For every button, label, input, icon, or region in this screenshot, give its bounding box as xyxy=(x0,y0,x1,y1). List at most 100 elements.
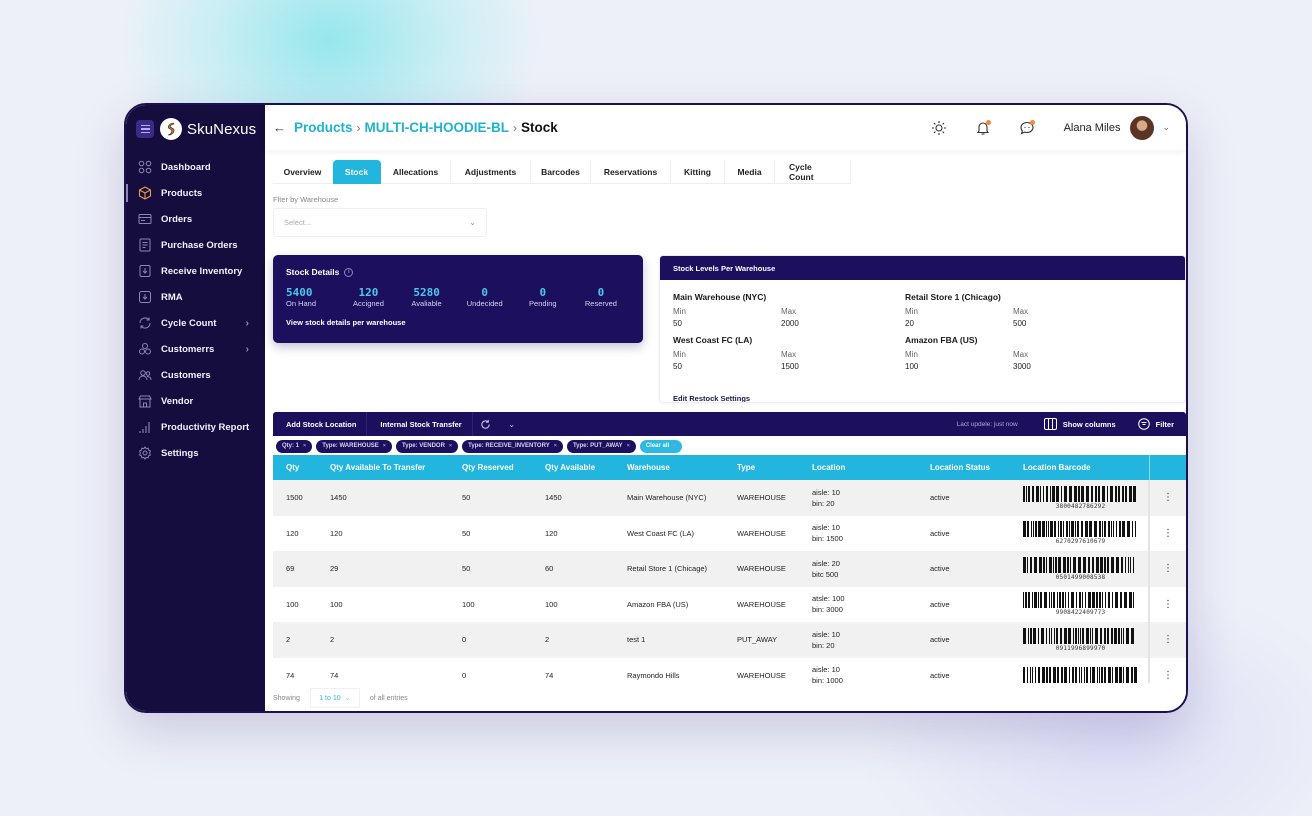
internal-stock-transfer-button[interactable]: Internal Stock Transfer xyxy=(367,412,473,436)
close-icon[interactable]: × xyxy=(382,443,387,449)
column-header-location[interactable]: Location xyxy=(799,455,917,480)
column-header-warehouse[interactable]: Warehouse xyxy=(614,455,724,480)
table-row[interactable]: 1500 1450 50 1450 Main Warehouse (NYC) W… xyxy=(273,480,1186,516)
warehouse-select[interactable]: Select... ⌄ xyxy=(273,208,487,237)
cell-warehouse: West Coast FC (LA) xyxy=(614,515,724,551)
stock-table-container[interactable]: Qty Qty Available To Transfer Qty Reserved… xyxy=(273,455,1186,683)
sidebar-item-settings[interactable]: Settings xyxy=(126,440,265,466)
sidebar-item-dashboard[interactable]: Dashboard xyxy=(126,154,265,180)
tab-kitting[interactable]: Kitting xyxy=(671,160,725,184)
table-row[interactable]: 74 74 0 74 Raymondo Hills WAREHOUSE aisl… xyxy=(273,657,1186,683)
row-menu-icon[interactable]: ⋮ xyxy=(1148,622,1186,658)
sidebar-item-vendor[interactable]: Vendor xyxy=(126,388,265,414)
breadcrumb-sku[interactable]: MULTI-CH-HOODIE-BL xyxy=(364,120,509,135)
back-arrow-icon[interactable]: ← xyxy=(273,120,286,135)
row-menu-icon[interactable]: ⋮ xyxy=(1148,657,1186,683)
clear-all-filters-button[interactable]: Clear all × xyxy=(639,439,683,453)
table-row[interactable]: 2 2 0 2 test 1 PUT_AWAY aisle: 10 bin: 2… xyxy=(273,622,1186,658)
tab-reservations[interactable]: Reservations xyxy=(591,160,671,184)
stock-levels-body: Edit Restock Settings Main Warehouse (NY… xyxy=(660,280,1185,403)
barcode-image xyxy=(1023,521,1138,538)
avatar[interactable] xyxy=(1130,115,1155,140)
sidebar-item-label: Receive Inventory xyxy=(161,265,243,277)
chip-label: Type: RECEIVE_INVENTORY xyxy=(468,443,550,449)
column-header-location-status[interactable]: Location Status xyxy=(917,455,1010,480)
refresh-icon[interactable] xyxy=(473,412,499,436)
tab-barcodes[interactable]: Barcodes xyxy=(531,160,591,184)
stat-value: 0 xyxy=(481,286,488,299)
stat-label: Avaliable xyxy=(411,299,442,308)
entries-label: of all entries xyxy=(369,694,408,702)
chevron-down-icon[interactable]: ⌄ xyxy=(508,419,516,429)
warehouse-name: Amazon FBA (US) xyxy=(905,335,978,345)
gear-icon xyxy=(138,446,152,460)
sidebar-item-receive-inventory[interactable]: Receive Inventory xyxy=(126,258,265,284)
view-stock-details-link[interactable]: View stock details per warehouse xyxy=(286,318,406,327)
tab-cycle-count[interactable]: Cycle Count xyxy=(775,160,851,184)
filter-chip[interactable]: Qty: 1 × xyxy=(276,439,313,453)
stock-stats: 5400 On Hand 120 Accigned 5280 Avaliable 0 … xyxy=(286,286,630,308)
close-icon[interactable]: × xyxy=(673,443,677,449)
info-icon[interactable]: i xyxy=(344,267,354,277)
column-header-qty-available-to-transfer[interactable]: Qty Available To Transfer xyxy=(317,455,449,480)
sun-icon[interactable] xyxy=(930,119,948,137)
tab-overview[interactable]: Overview xyxy=(273,160,333,184)
filter-button[interactable]: Filter xyxy=(1137,418,1174,430)
filter-chip[interactable]: Type: VENDOR × xyxy=(396,439,459,453)
chevron-down-icon[interactable]: ⌄ xyxy=(1162,122,1170,132)
stat-value: 0 xyxy=(597,286,605,299)
filter-chip[interactable]: Type: PUT_AWAY × xyxy=(566,439,636,453)
row-menu-icon[interactable]: ⋮ xyxy=(1148,551,1186,587)
cell-qty-reserved: 50 xyxy=(449,551,532,587)
table-row[interactable]: 69 29 50 60 Retail Store 1 (Chicage) WAR… xyxy=(273,551,1186,587)
sidebar-item-orders[interactable]: Orders xyxy=(126,206,265,232)
add-stock-location-button[interactable]: Add Stock Location xyxy=(273,412,368,436)
cell-qty-available-to-transfer: 74 xyxy=(317,657,449,683)
stat-value: 5280 xyxy=(413,286,440,299)
location-bin: bitc 500 xyxy=(812,569,839,579)
close-icon[interactable]: × xyxy=(553,443,557,449)
column-header-type[interactable]: Type xyxy=(724,455,799,480)
sidebar-item-productivity-report[interactable]: Productivity Report xyxy=(126,414,265,440)
sidebar-item-purchase-orders[interactable]: Purchase Orders xyxy=(126,232,265,258)
stat-undecided: 0 Undecided xyxy=(456,286,514,308)
sidebar-item-customers[interactable]: Customers xyxy=(126,362,265,388)
page-size-select[interactable]: 1 to 10 ⌄ xyxy=(309,688,360,708)
sidebar-item-cycle-count[interactable]: Cycle Count › xyxy=(126,310,265,336)
close-icon[interactable]: × xyxy=(303,443,307,449)
filter-chip[interactable]: Type: WAREHOUSE × xyxy=(316,439,393,453)
column-header-location-barcode[interactable]: Location Barcode xyxy=(1010,455,1149,480)
cell-location-status: active xyxy=(917,622,1010,658)
chat-icon[interactable] xyxy=(1018,119,1036,137)
sidebar-item-rma[interactable]: RMA xyxy=(126,284,265,310)
column-header-qty-available[interactable]: Qty Available xyxy=(532,455,614,480)
sidebar-item-products[interactable]: Products xyxy=(126,180,265,206)
close-icon[interactable]: × xyxy=(448,443,453,449)
barcode-image xyxy=(1023,485,1138,502)
edit-restock-settings-link[interactable]: Edit Restock Settings xyxy=(673,394,751,403)
row-menu-icon[interactable]: ⋮ xyxy=(1148,586,1186,622)
tab-adjustments[interactable]: Adjustments xyxy=(451,160,531,184)
column-header-qty-reserved[interactable]: Qty Reserved xyxy=(449,455,532,480)
cell-location-barcode: 9908422409773 xyxy=(1010,586,1149,622)
tab-stock[interactable]: Stock xyxy=(333,160,381,184)
tab-media[interactable]: Media xyxy=(725,160,775,184)
row-menu-icon[interactable]: ⋮ xyxy=(1148,515,1186,551)
column-header-qty[interactable]: Qty xyxy=(273,455,317,480)
user-name[interactable]: Alana Miles xyxy=(1063,121,1121,134)
min-value: 100 xyxy=(905,362,919,371)
table-row[interactable]: 120 120 50 120 West Coast FC (LA) WAREHO… xyxy=(273,515,1186,551)
close-icon[interactable]: × xyxy=(626,443,630,449)
hamburger-menu-icon[interactable] xyxy=(136,120,154,138)
row-menu-icon[interactable]: ⋮ xyxy=(1148,480,1186,516)
cell-location: atsle: 100 bin: 3000 xyxy=(799,586,917,622)
sidebar-item-label: Vendor xyxy=(161,395,194,407)
tab-allecations[interactable]: Allecations xyxy=(381,160,451,184)
table-row[interactable]: 100 100 100 100 Amazon FBA (US) WAREHOUS… xyxy=(273,586,1186,622)
breadcrumb-products[interactable]: Products xyxy=(294,120,353,135)
filter-chip[interactable]: Type: RECEIVE_INVENTORY × xyxy=(462,439,563,453)
sidebar-item-customerrs[interactable]: Customerrs › xyxy=(126,336,265,362)
show-columns-button[interactable]: Show columns xyxy=(1043,418,1116,430)
bell-icon[interactable] xyxy=(974,119,992,137)
stat-accigned: 120 Accigned xyxy=(339,286,397,308)
